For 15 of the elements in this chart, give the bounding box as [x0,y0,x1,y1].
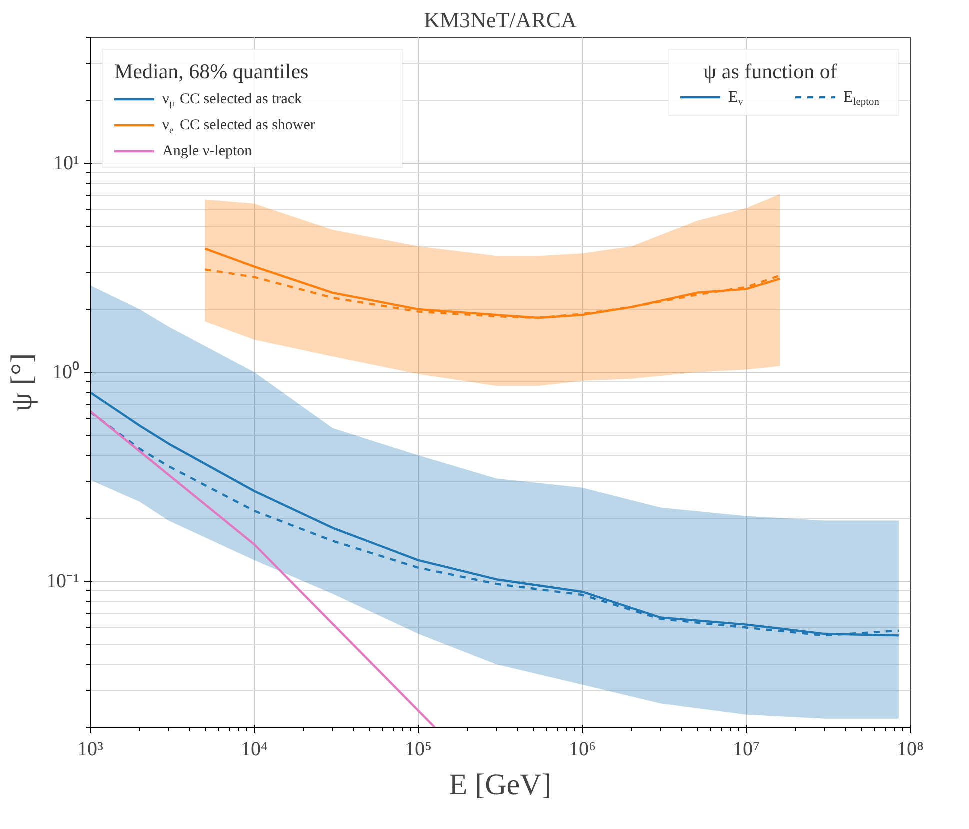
x-axis-title: E [GeV] [449,768,552,802]
x-tick-label: 10⁶ [569,738,596,760]
legend-title: Median, 68% quantiles [114,60,309,84]
y-tick-label: 10¹ [54,152,80,174]
x-tick-label: 10⁴ [241,738,268,760]
x-tick-label: 10⁵ [405,738,432,760]
y-axis-title: ψ [°] [6,353,39,412]
x-tick-label: 10⁸ [897,738,924,760]
x-tick-label: 10³ [78,738,104,760]
chart-title: KM3NeT/ARCA [424,8,577,32]
annotation: ψ as function of [704,60,838,84]
y-tick-label: 10⁻¹ [46,570,80,592]
y-tick-label: 10⁰ [52,360,80,384]
x-tick-label: 10⁷ [733,738,760,760]
legend-label: Angle ν-lepton [162,144,253,160]
